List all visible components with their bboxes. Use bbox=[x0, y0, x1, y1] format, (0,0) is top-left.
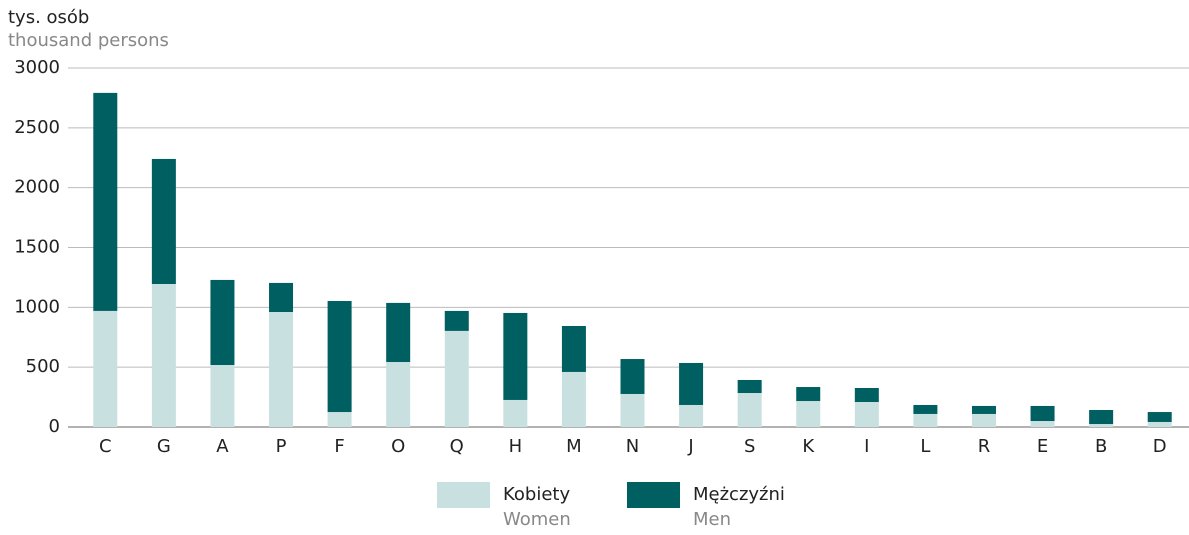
bar-segment bbox=[620, 359, 645, 394]
bar-segment bbox=[1089, 424, 1114, 427]
bar-segment bbox=[913, 404, 938, 414]
bar-segment bbox=[93, 92, 118, 311]
x-tick-label: E bbox=[1037, 436, 1048, 457]
x-tick-label: C bbox=[99, 436, 112, 457]
bar-segment bbox=[1030, 405, 1055, 422]
bar-segment bbox=[679, 362, 704, 405]
bar-segment bbox=[1147, 421, 1172, 427]
x-tick-label: J bbox=[687, 436, 693, 457]
y-axis-label: tys. osób bbox=[8, 7, 89, 28]
bar-segment bbox=[327, 412, 352, 427]
bar-segment bbox=[620, 393, 645, 427]
bar-segment bbox=[561, 326, 586, 372]
legend-label: Kobiety bbox=[503, 484, 570, 505]
bar-segment bbox=[737, 393, 762, 427]
bar-segment bbox=[679, 404, 704, 427]
x-tick-label: O bbox=[391, 436, 405, 457]
bar-segment bbox=[737, 379, 762, 394]
y-tick-label: 2500 bbox=[14, 117, 60, 138]
bar-segment bbox=[151, 283, 176, 427]
bar-segment bbox=[151, 158, 176, 284]
bar-segment bbox=[854, 401, 879, 427]
y-tick-label: 0 bbox=[49, 416, 60, 437]
legend-swatch bbox=[627, 482, 680, 508]
legend-label-en: Women bbox=[503, 509, 571, 530]
bar-segment bbox=[269, 282, 294, 313]
bar-segment bbox=[386, 302, 411, 363]
bar-segment bbox=[503, 399, 528, 427]
bar-segment bbox=[854, 387, 879, 402]
legend-swatch bbox=[437, 482, 490, 508]
x-tick-label: D bbox=[1153, 436, 1167, 457]
x-tick-label: N bbox=[626, 436, 639, 457]
x-tick-label: H bbox=[509, 436, 523, 457]
x-tick-label: G bbox=[157, 436, 171, 457]
x-tick-label: F bbox=[334, 436, 344, 457]
bar-segment bbox=[971, 405, 996, 414]
x-tick-label: K bbox=[802, 436, 815, 457]
bar-segment bbox=[93, 310, 118, 427]
y-axis-label-en: thousand persons bbox=[8, 30, 169, 51]
x-tick-label: P bbox=[276, 436, 287, 457]
y-tick-label: 500 bbox=[26, 356, 60, 377]
bar-segment bbox=[444, 310, 469, 331]
x-tick-label: S bbox=[744, 436, 755, 457]
y-tick-label: 3000 bbox=[14, 57, 60, 78]
x-tick-label: A bbox=[216, 436, 229, 457]
bar-segment bbox=[386, 362, 411, 427]
bar-segment bbox=[269, 312, 294, 427]
x-tick-label: I bbox=[864, 436, 869, 457]
bar-segment bbox=[210, 279, 235, 366]
x-tick-label: Q bbox=[450, 436, 464, 457]
y-tick-label: 1500 bbox=[14, 237, 60, 258]
x-tick-label: R bbox=[978, 436, 991, 457]
bar-segment bbox=[503, 312, 528, 400]
bar-segment bbox=[796, 401, 821, 427]
bar-segment bbox=[327, 300, 352, 413]
x-tick-label: L bbox=[920, 436, 930, 457]
legend-label-en: Men bbox=[693, 509, 731, 530]
bar-segment bbox=[1089, 410, 1114, 425]
x-tick-label: B bbox=[1095, 436, 1107, 457]
bar-segment bbox=[913, 413, 938, 427]
y-tick-label: 1000 bbox=[14, 296, 60, 317]
bar-segment bbox=[971, 413, 996, 427]
bar-segment bbox=[210, 365, 235, 427]
y-tick-label: 2000 bbox=[14, 177, 60, 198]
bar-segment bbox=[796, 387, 821, 402]
bar-segment bbox=[444, 330, 469, 427]
legend-label: Mężczyźni bbox=[693, 484, 785, 505]
x-tick-label: M bbox=[566, 436, 582, 457]
bar-segment bbox=[1030, 421, 1055, 427]
bar-segment bbox=[561, 371, 586, 427]
bar-segment bbox=[1147, 412, 1172, 422]
